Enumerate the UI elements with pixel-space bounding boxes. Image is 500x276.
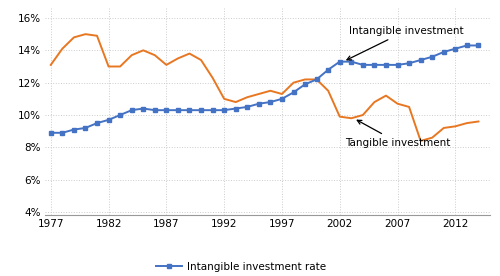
Legend: Intangible investment rate: Intangible investment rate xyxy=(152,258,330,276)
Text: Intangible investment: Intangible investment xyxy=(347,26,464,60)
Text: Tangible investment: Tangible investment xyxy=(346,120,451,148)
